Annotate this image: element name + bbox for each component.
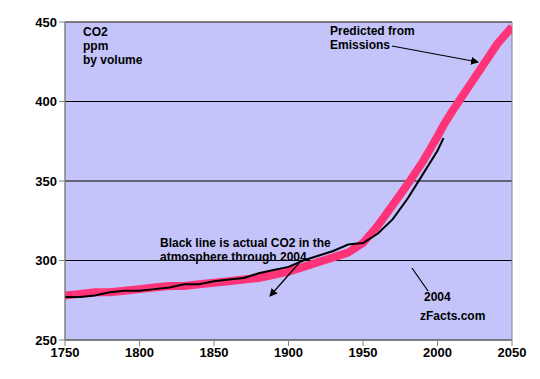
html-text:Black line is actual CO2 in th: Black line is actual CO2 in the atmosphe… (160, 236, 331, 264)
html-text:Predicted from Emissions: Predicted from Emissions (330, 24, 415, 52)
svg-text:2000: 2000 (423, 345, 452, 360)
svg-text:1750: 1750 (50, 345, 80, 361)
svg-text:2050: 2050 (498, 345, 527, 360)
svg-text:350: 350 (35, 174, 57, 189)
svg-text:300: 300 (35, 253, 57, 268)
svg-text:1950: 1950 (349, 345, 378, 360)
html-text:2004: 2004 (424, 290, 451, 304)
svg-text:450: 450 (35, 15, 57, 30)
html-text:zFacts.com: zFacts.com (420, 309, 486, 323)
svg-text:1850: 1850 (200, 345, 229, 360)
svg-text:250: 250 (35, 333, 57, 348)
svg-text:400: 400 (35, 94, 57, 109)
html-text:CO2 ppm by volume: CO2 ppm by volume (83, 25, 143, 67)
svg-text:1800: 1800 (125, 345, 154, 360)
svg-text:1900: 1900 (274, 345, 303, 360)
